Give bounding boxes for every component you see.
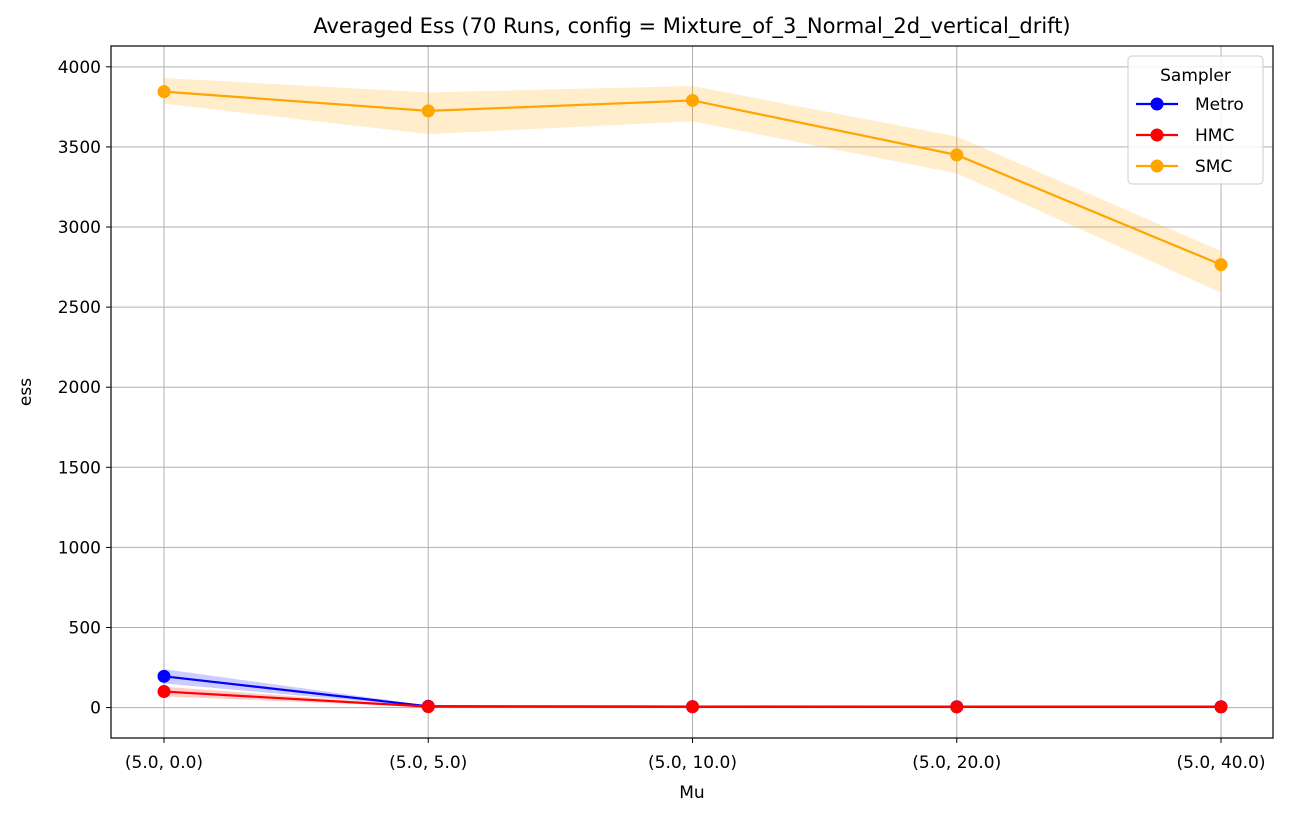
y-tick-label: 1500 (58, 458, 101, 478)
smc-point (950, 148, 964, 162)
hmc-point (950, 700, 964, 714)
y-axis-label: ess (16, 378, 36, 406)
legend-hmc-marker (1150, 128, 1164, 142)
legend-smc-label: SMC (1195, 157, 1232, 177)
hmc-point (421, 700, 435, 714)
smc-confidence-band (164, 78, 1221, 293)
hmc-point (686, 700, 699, 714)
smc-point (157, 85, 171, 99)
metro-point (157, 669, 171, 683)
legend-hmc-label: HMC (1195, 126, 1234, 146)
x-tick-label: (5.0, 5.0) (389, 753, 467, 773)
y-tick-label: 500 (69, 618, 101, 638)
legend-metro-label: Metro (1195, 95, 1244, 115)
legend-metro-marker (1150, 97, 1164, 111)
y-tick-label: 0 (90, 699, 101, 719)
x-tick-label: (5.0, 0.0) (125, 753, 203, 773)
y-tick-label: 3500 (58, 138, 101, 158)
chart-title: Averaged Ess (70 Runs, config = Mixture_… (313, 14, 1070, 39)
series-points (157, 85, 1228, 714)
grid (111, 46, 1273, 738)
y-tick-label: 3000 (58, 218, 101, 238)
x-axis-ticks: (5.0, 0.0) (5.0, 5.0) (5.0, 10.0) (5.0, 20.… (125, 738, 1266, 773)
smc-point (686, 93, 699, 107)
x-axis-label: Mu (679, 783, 704, 803)
y-tick-label: 1000 (58, 538, 101, 558)
legend-box (1127, 55, 1264, 185)
smc-point (421, 104, 435, 118)
x-tick-label: (5.0, 10.0) (648, 753, 737, 773)
legend: Sampler Metro HMC SMC (1127, 55, 1264, 185)
x-tick-label: (5.0, 40.0) (1177, 753, 1266, 773)
legend-title: Sampler (1160, 66, 1231, 86)
y-tick-label: 2000 (58, 378, 101, 398)
y-tick-label: 2500 (58, 298, 101, 318)
y-tick-label: 4000 (58, 58, 101, 78)
smc-point (1214, 258, 1228, 272)
confidence-bands (164, 78, 1221, 708)
legend-smc-marker (1150, 159, 1164, 173)
hmc-point (1214, 700, 1228, 714)
x-tick-label: (5.0, 20.0) (912, 753, 1001, 773)
hmc-point (157, 685, 171, 699)
y-axis-ticks: 0 500 1000 1500 2000 2500 3000 3500 4000 (58, 58, 111, 719)
